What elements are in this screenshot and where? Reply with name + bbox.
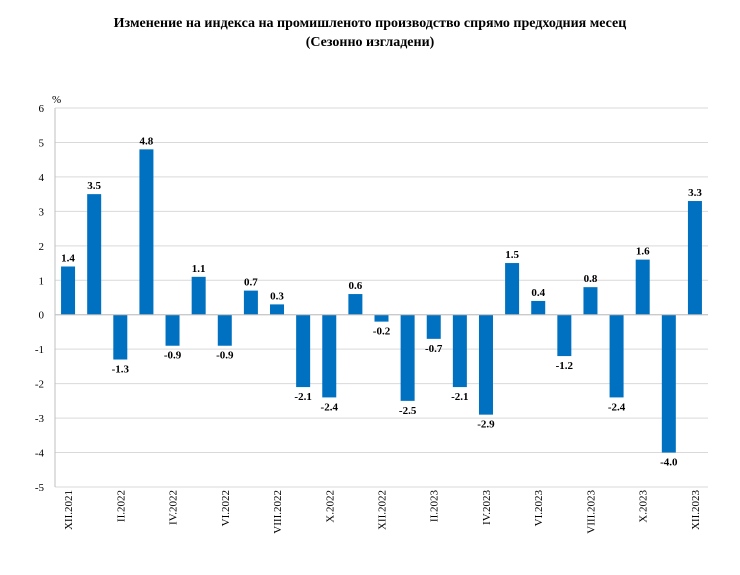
y-axis-unit: % [52,94,61,106]
bar [348,294,363,315]
bar [609,314,624,398]
y-tick-label: 4 [39,172,45,184]
data-label: -2.4 [608,401,626,413]
bar [270,304,285,315]
x-tick-label: X.2023 [638,490,650,523]
bar [191,276,206,315]
bar [296,314,311,388]
data-label: 0.4 [531,287,545,299]
bar [452,314,467,388]
data-label: 4.8 [140,135,154,147]
x-tick-label: II.2023 [429,490,441,523]
bar [557,314,572,357]
x-tick-label: IV.2022 [168,490,180,525]
y-tick-label: -2 [35,379,44,391]
chart-subtitle: (Сезонно изгладени) [305,35,435,50]
data-label: -2.1 [451,391,468,403]
x-tick-label: VIII.2023 [585,490,597,534]
data-label: 1.5 [505,249,519,261]
chart-title: Изменение на индекса на промишленото про… [113,16,627,31]
x-tick-label: VI.2022 [220,490,232,526]
data-label: 0.6 [349,280,363,292]
bar [400,314,415,401]
data-label: -2.9 [477,419,495,431]
bar [139,149,154,315]
bar [322,314,337,398]
data-label: -2.1 [294,391,311,403]
data-label: 1.1 [192,263,206,275]
y-tick-label: -1 [35,344,44,356]
data-label: -2.5 [399,405,417,417]
x-tick-label: II.2022 [115,490,127,522]
data-label: -0.9 [216,350,234,362]
data-label: 3.5 [87,180,101,192]
bar [531,300,546,315]
data-label: -0.9 [164,350,182,362]
y-tick-label: 6 [39,103,45,115]
y-tick-label: 3 [39,206,45,218]
data-label: 3.3 [688,187,702,199]
data-label: 1.4 [61,252,75,264]
y-tick-label: 1 [39,275,45,287]
y-tick-label: -4 [35,448,45,460]
x-tick-label: X.2022 [324,490,336,523]
x-tick-label: IV.2023 [481,490,493,525]
chart-title-block: Изменение на индекса на промишленото про… [0,14,740,52]
x-tick-label: XII.2022 [377,490,389,530]
bar [217,314,232,346]
bar [87,194,102,315]
bar [426,314,441,339]
data-label: -1.2 [556,360,574,372]
bar [661,314,676,453]
bar [478,314,493,415]
data-label: 1.6 [636,246,650,258]
bar [583,287,598,315]
bar [505,263,520,315]
data-label: -4.0 [660,457,678,469]
data-label: -1.3 [112,364,130,376]
data-label: -2.4 [321,401,339,413]
bar [635,259,650,315]
x-tick-label: VI.2023 [533,490,545,527]
bar [165,314,180,346]
bar [374,314,389,322]
x-tick-label: XII.2021 [63,490,75,530]
y-tick-label: 5 [39,137,45,149]
y-tick-label: 2 [39,241,45,253]
y-tick-label: -3 [35,413,45,425]
bar [113,314,128,360]
y-tick-label: 0 [39,310,45,322]
data-label: -0.2 [373,326,391,338]
y-tick-label: -5 [35,482,45,494]
bar [243,290,258,315]
data-label: -0.7 [425,343,443,355]
bar [687,201,702,315]
data-label: 0.8 [584,273,598,285]
x-tick-label: VIII.2022 [272,490,284,534]
x-tick-label: XII.2023 [690,490,702,531]
data-label: 0.3 [270,290,284,302]
bar [61,266,76,315]
data-label: 0.7 [244,277,258,289]
